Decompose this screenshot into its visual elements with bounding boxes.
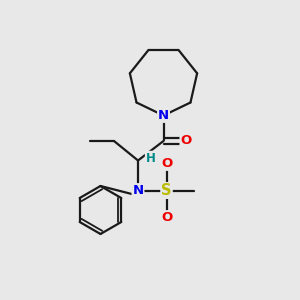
Text: N: N [158, 109, 169, 122]
Text: O: O [161, 157, 172, 170]
Text: O: O [161, 211, 172, 224]
Text: O: O [180, 134, 192, 148]
Text: H: H [146, 152, 155, 165]
Text: N: N [132, 184, 144, 197]
Text: S: S [161, 183, 172, 198]
